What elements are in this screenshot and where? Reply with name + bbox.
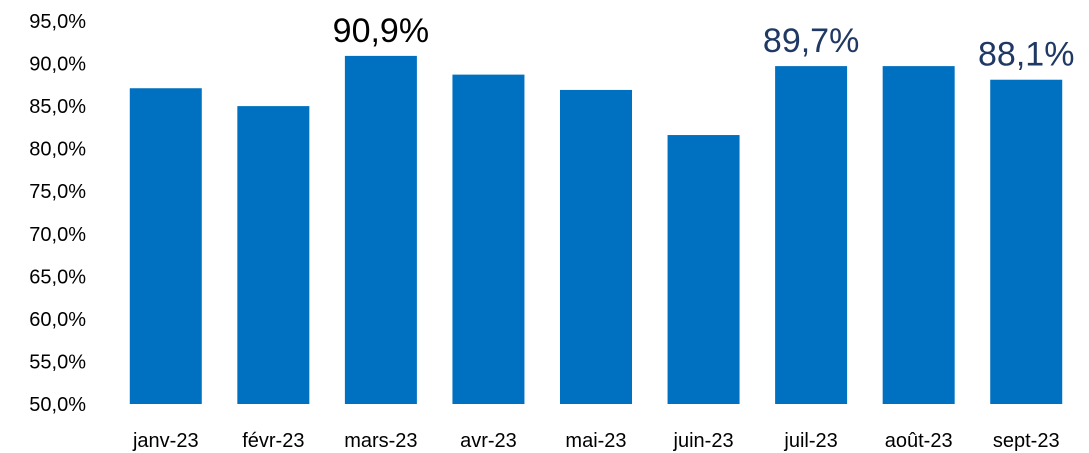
bar: [990, 79, 1063, 404]
y-tick-label: 95,0%: [29, 11, 86, 33]
x-tick-label: mai-23: [565, 430, 626, 452]
y-tick-label: 50,0%: [29, 394, 86, 416]
x-tick-label: juin-23: [673, 430, 734, 452]
x-tick-label: avr-23: [460, 430, 517, 452]
y-tick-label: 60,0%: [29, 309, 86, 331]
x-tick-label: févr-23: [242, 430, 304, 452]
y-tick-label: 90,0%: [29, 54, 86, 76]
bar: [667, 135, 740, 404]
bar: [237, 106, 310, 404]
bar: [560, 89, 632, 404]
x-tick-label: mars-23: [344, 430, 417, 452]
y-tick-label: 75,0%: [29, 181, 86, 203]
x-tick-label: juil-23: [783, 430, 837, 452]
y-tick-label: 70,0%: [29, 224, 86, 246]
x-tick-label: août-23: [885, 430, 953, 452]
data-label: 88,1%: [978, 36, 1074, 74]
y-tick-label: 65,0%: [29, 266, 86, 288]
bar: [129, 88, 202, 404]
y-tick-label: 55,0%: [29, 351, 86, 373]
data-label: 90,9%: [333, 12, 429, 50]
y-tick-label: 85,0%: [29, 96, 86, 118]
x-tick-label: janv-23: [132, 430, 199, 452]
bar: [775, 66, 848, 404]
y-tick-label: 80,0%: [29, 139, 86, 161]
bar: [882, 66, 955, 404]
data-label: 89,7%: [763, 22, 859, 60]
x-tick-label: sept-23: [993, 430, 1060, 452]
bar: [344, 55, 417, 404]
bar: [452, 74, 525, 405]
